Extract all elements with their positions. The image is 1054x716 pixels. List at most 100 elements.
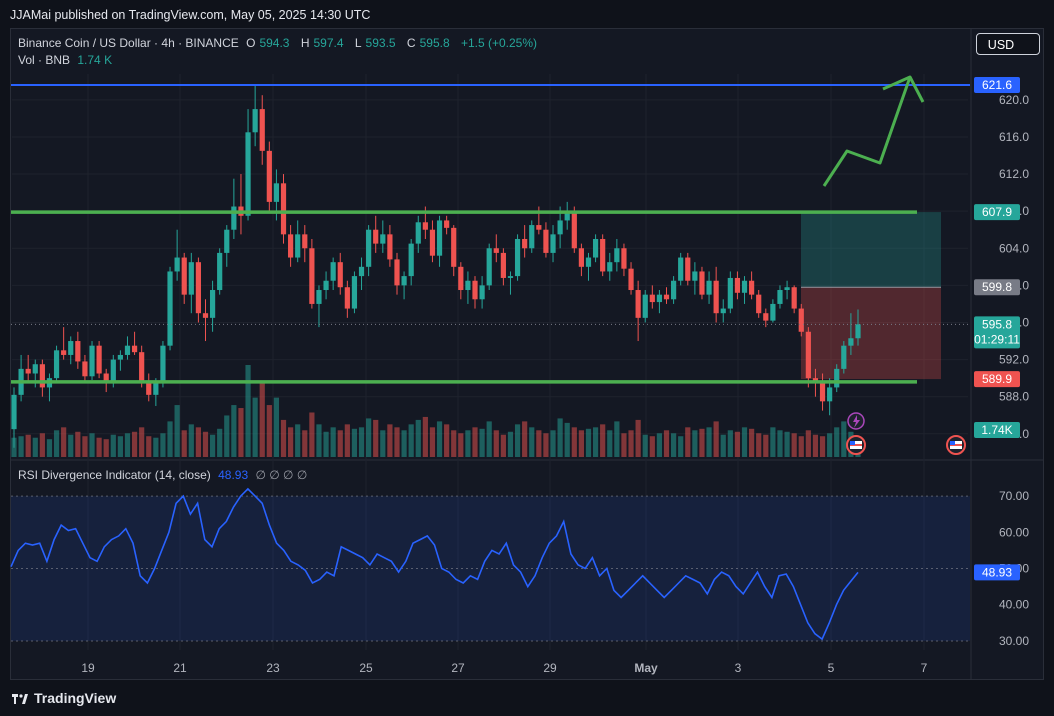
volume-bar: [117, 436, 123, 457]
candle-body: [784, 287, 790, 291]
time-tick-label: 5: [828, 661, 835, 675]
candle-body: [96, 345, 102, 374]
volume-bar: [585, 428, 592, 457]
volume-bar: [309, 412, 315, 457]
volume-label[interactable]: Vol · BNB: [18, 53, 71, 67]
volume-bar: [834, 427, 840, 457]
volume-bar: [720, 434, 726, 457]
price-axis-label: [974, 279, 1020, 296]
volume-bar: [692, 430, 698, 457]
candle-body: [422, 222, 428, 230]
ohlc-low: L 593.5: [355, 36, 400, 50]
candle-body: [39, 364, 45, 388]
candle-body: [245, 132, 251, 216]
volume-bar: [358, 427, 365, 457]
volume-bar: [295, 424, 301, 457]
candle-body: [103, 373, 109, 383]
candle-body: [600, 238, 606, 272]
volume-bars: [11, 365, 861, 457]
volume-bar: [351, 428, 358, 457]
volume-bar: [217, 428, 223, 457]
volume-bar: [181, 430, 187, 457]
time-tick-label: 3: [735, 661, 742, 675]
candle-body: [373, 229, 379, 244]
candle-body: [68, 341, 74, 355]
price-tick-label: 588.0: [999, 390, 1029, 404]
volume-bar: [224, 415, 230, 457]
candle-body: [124, 345, 131, 355]
volume-bar: [124, 433, 131, 457]
candle-body: [231, 206, 237, 230]
volume-bar: [670, 433, 677, 457]
candle-body: [486, 248, 492, 286]
candle-body: [394, 259, 400, 286]
volume-bar: [550, 430, 556, 457]
symbol-title[interactable]: Binance Coin / US Dollar · 4h · BINANCE: [18, 36, 239, 50]
rsi-tick-label: 40.00: [999, 598, 1029, 612]
candle-body: [401, 276, 407, 286]
price-tick-label: 612.0: [999, 167, 1029, 181]
volume-bar: [656, 433, 663, 457]
volume-bar: [366, 418, 372, 457]
candle-body: [571, 211, 577, 249]
time-tick-label: 19: [81, 661, 95, 675]
volume-bar: [571, 427, 577, 457]
volume-bar: [32, 437, 38, 457]
candle-body: [429, 229, 436, 256]
volume-bar: [380, 430, 386, 457]
candle-body: [295, 234, 301, 258]
tradingview-logo-icon: [12, 694, 28, 705]
volume-bar: [472, 427, 478, 457]
candle-body: [607, 262, 613, 272]
price-tick-label: 616.0: [999, 130, 1029, 144]
candle-body: [273, 183, 280, 202]
candle-body: [25, 368, 31, 374]
volume-bar: [614, 421, 620, 457]
candle-body: [224, 229, 230, 253]
projection-arrow-head: [882, 75, 925, 103]
volume-bar: [316, 424, 322, 457]
candle-body: [174, 257, 180, 272]
low-label: L: [354, 36, 362, 50]
volume-bar: [344, 424, 350, 457]
volume-bar: [46, 439, 53, 457]
candle-body: [415, 222, 421, 244]
stop-loss-zone: [801, 287, 941, 380]
candle-body: [649, 294, 655, 303]
volume-bar: [812, 434, 819, 457]
volume-bar: [592, 427, 599, 457]
price-axis-label-text: 607.9: [982, 205, 1012, 219]
lightning-glyph: [853, 415, 860, 428]
candle-body: [75, 341, 81, 362]
price-axis-label-text: 589.9: [982, 372, 1012, 386]
volume-bar: [429, 427, 436, 457]
flag-stripe: [950, 444, 962, 446]
time-tick-label: 29: [543, 661, 557, 675]
volume-bar: [39, 433, 45, 457]
time-tick-label: 7: [921, 661, 928, 675]
time-tick-label: 27: [451, 661, 465, 675]
volume-bar: [167, 421, 173, 457]
candle-body: [110, 359, 116, 383]
candles: [11, 85, 861, 448]
volume-bar: [209, 434, 216, 457]
rsi-value-label-text: 48.93: [982, 565, 1012, 579]
volume-bar: [713, 421, 719, 457]
currency-button[interactable]: USD: [976, 33, 1040, 55]
candle-body: [514, 238, 521, 277]
candle-body: [848, 338, 854, 346]
volume-bar: [231, 405, 237, 457]
volume-bar: [543, 433, 549, 457]
candle-body: [642, 294, 648, 318]
price-axis-label: [974, 371, 1020, 388]
open-label: O: [246, 36, 256, 50]
volume-bar: [756, 433, 762, 457]
volume-bar: [195, 427, 202, 457]
rsi-value-label: [974, 564, 1020, 581]
candle-body: [713, 280, 719, 314]
candle-body: [734, 277, 741, 293]
candle-body: [444, 220, 450, 228]
rsi-title[interactable]: RSI Divergence Indicator (14, close): [18, 468, 211, 482]
candle-body: [585, 257, 592, 267]
